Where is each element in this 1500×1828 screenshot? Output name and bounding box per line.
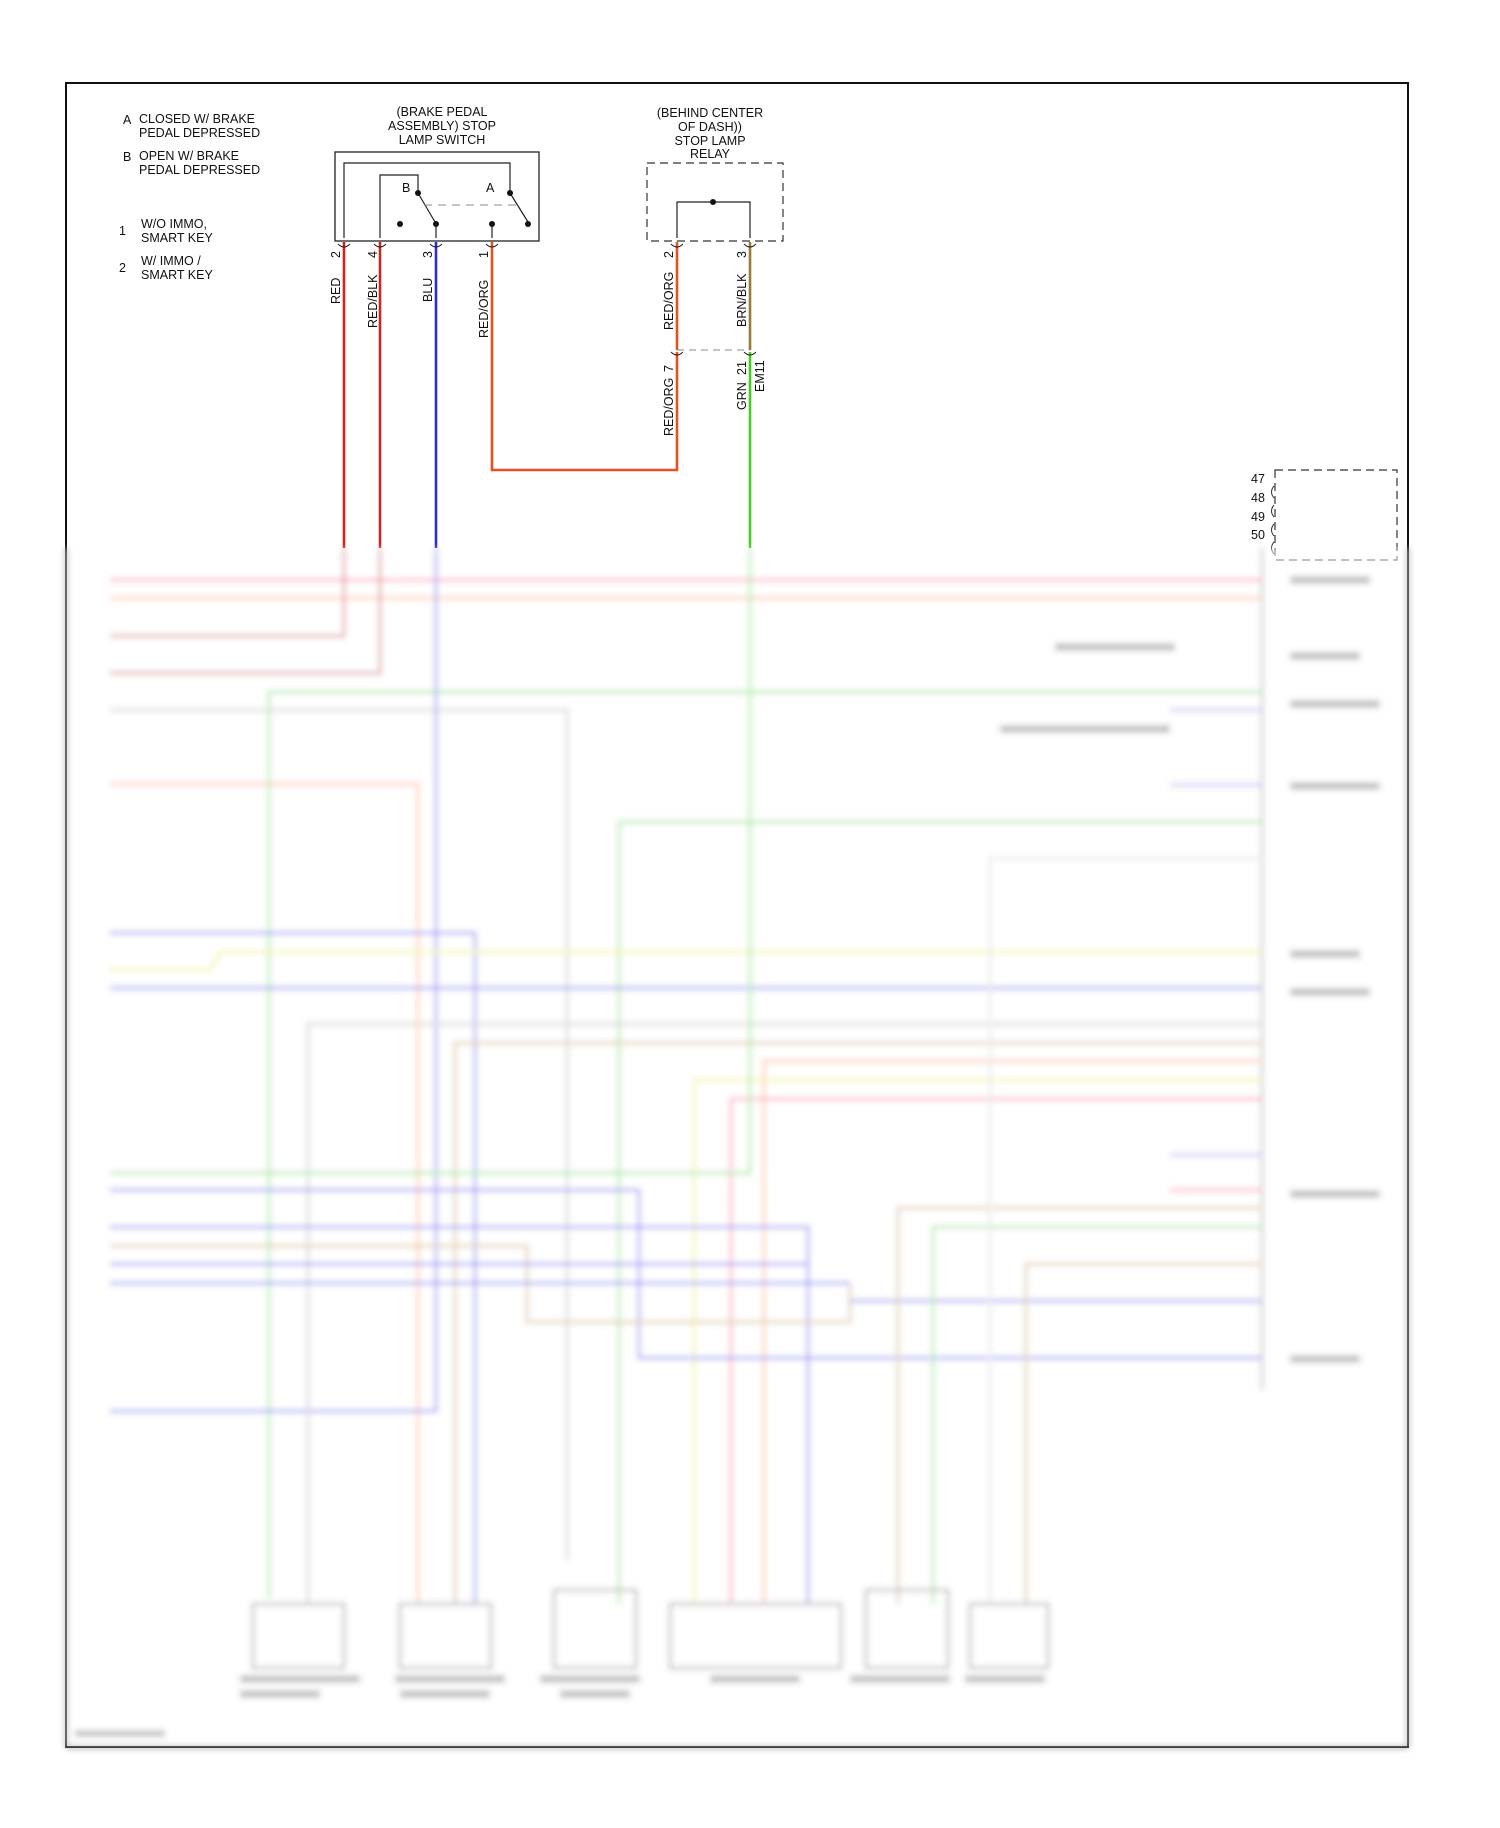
legend-text-a-1: CLOSED W/ BRAKE	[139, 112, 255, 126]
switch-pin-4: 4	[366, 251, 380, 258]
switch-title-2: ASSEMBLY) STOP	[388, 119, 496, 133]
relay-title-4: RELAY	[690, 147, 731, 161]
wire-label-brn-blk: BRN/BLK	[735, 273, 749, 327]
relay-pin-3: 3	[735, 251, 749, 258]
legend-key-a: A	[123, 113, 132, 127]
em11-pin-7: 7	[662, 365, 676, 372]
wire-label-em11-red-org: RED/ORG	[662, 378, 676, 436]
switch-pin-1: 1	[477, 251, 491, 258]
module-pin-50: 50	[1251, 528, 1265, 542]
contact-b-label: B	[402, 181, 410, 195]
contact-a-label: A	[486, 181, 495, 195]
relay-title-3: STOP LAMP	[674, 134, 745, 148]
legend-text-1-2: SMART KEY	[141, 231, 213, 245]
wire-label-red-org: RED/ORG	[477, 280, 491, 338]
legend-key-2: 2	[119, 261, 126, 275]
legend-text-1-1: W/O IMMO,	[141, 217, 207, 231]
wire-label-red: RED	[329, 278, 343, 304]
module-connector: 47 48 49 50	[1251, 469, 1398, 561]
legend-key-1: 1	[119, 224, 126, 238]
relay-title-2: OF DASH))	[678, 120, 742, 134]
legend-text-2-1: W/ IMMO /	[141, 254, 201, 268]
em11-label: EM11	[753, 360, 767, 392]
module-pin-47: 47	[1251, 472, 1265, 486]
legend-text-2-2: SMART KEY	[141, 268, 213, 282]
legend: A CLOSED W/ BRAKE PEDAL DEPRESSED B OPEN…	[119, 112, 260, 282]
wire-label-relay-red-org: RED/ORG	[662, 272, 676, 330]
legend-text-b-1: OPEN W/ BRAKE	[139, 149, 239, 163]
em11-pin-21: 21	[735, 361, 749, 375]
module-pin-48: 48	[1251, 491, 1265, 505]
wire-label-red-blk: RED/BLK	[366, 274, 380, 328]
legend-text-a-2: PEDAL DEPRESSED	[139, 126, 260, 140]
stop-lamp-switch: (BRAKE PEDAL ASSEMBLY) STOP LAMP SWITCH …	[329, 105, 540, 338]
blurred-diagram-region	[60, 548, 1412, 1749]
switch-title-3: LAMP SWITCH	[399, 133, 486, 147]
switch-pin-2: 2	[329, 251, 343, 258]
wire-label-blu: BLU	[421, 278, 435, 302]
wires	[337, 242, 757, 548]
relay-title-1: (BEHIND CENTER	[657, 106, 763, 120]
legend-key-b: B	[123, 150, 131, 164]
module-pin-49: 49	[1251, 510, 1265, 524]
stop-lamp-relay: (BEHIND CENTER OF DASH)) STOP LAMP RELAY…	[646, 106, 784, 436]
wire-label-grn: GRN	[735, 382, 749, 410]
switch-pin-3: 3	[421, 251, 435, 258]
legend-text-b-2: PEDAL DEPRESSED	[139, 163, 260, 177]
relay-pin-2: 2	[662, 251, 676, 258]
switch-title-1: (BRAKE PEDAL	[396, 105, 487, 119]
